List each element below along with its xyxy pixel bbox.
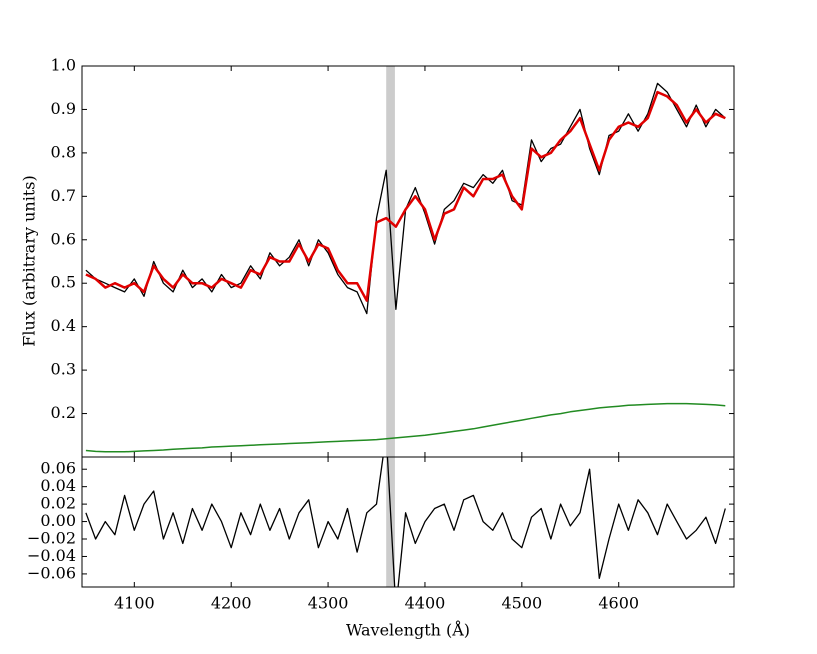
x-tick-label: 4500 [501, 594, 542, 613]
x-tick-label: 4300 [308, 594, 349, 613]
x-tick-label: 4100 [114, 594, 155, 613]
y-tick-label: 0.06 [40, 459, 76, 478]
y-tick-label: 0.04 [40, 476, 76, 495]
plot-area [85, 457, 726, 587]
y-tick-label: 0.4 [51, 316, 76, 335]
y-tick-label: 0.2 [51, 403, 76, 422]
y-tick-label: −0.02 [27, 529, 76, 548]
y-tick-label: 0.7 [51, 186, 76, 205]
x-tick-label: 4200 [211, 594, 252, 613]
y-tick-label: 0.3 [51, 360, 76, 379]
series-line [85, 82, 726, 315]
y-tick-label: −0.04 [27, 546, 76, 565]
y-tick-label: 0.9 [51, 99, 76, 118]
x-axis-label: Wavelength (Å) [346, 620, 470, 640]
plot-area [85, 66, 726, 457]
series-line [85, 90, 726, 302]
y-tick-label: 1.0 [51, 56, 76, 75]
series-line [85, 457, 726, 587]
y-tick-label: 0.5 [51, 273, 76, 292]
series-line [85, 402, 726, 453]
y-tick-label: −0.06 [27, 563, 76, 582]
y-tick-label: 0.00 [40, 511, 76, 530]
shaded-region [386, 66, 395, 457]
x-tick-label: 4400 [405, 594, 446, 613]
y-tick-label: 0.6 [51, 229, 76, 248]
y-axis-label: Flux (arbitrary units) [20, 175, 39, 346]
y-tick-label: 0.02 [40, 494, 76, 513]
y-tick-label: 0.8 [51, 142, 76, 161]
x-tick-label: 4600 [598, 594, 639, 613]
